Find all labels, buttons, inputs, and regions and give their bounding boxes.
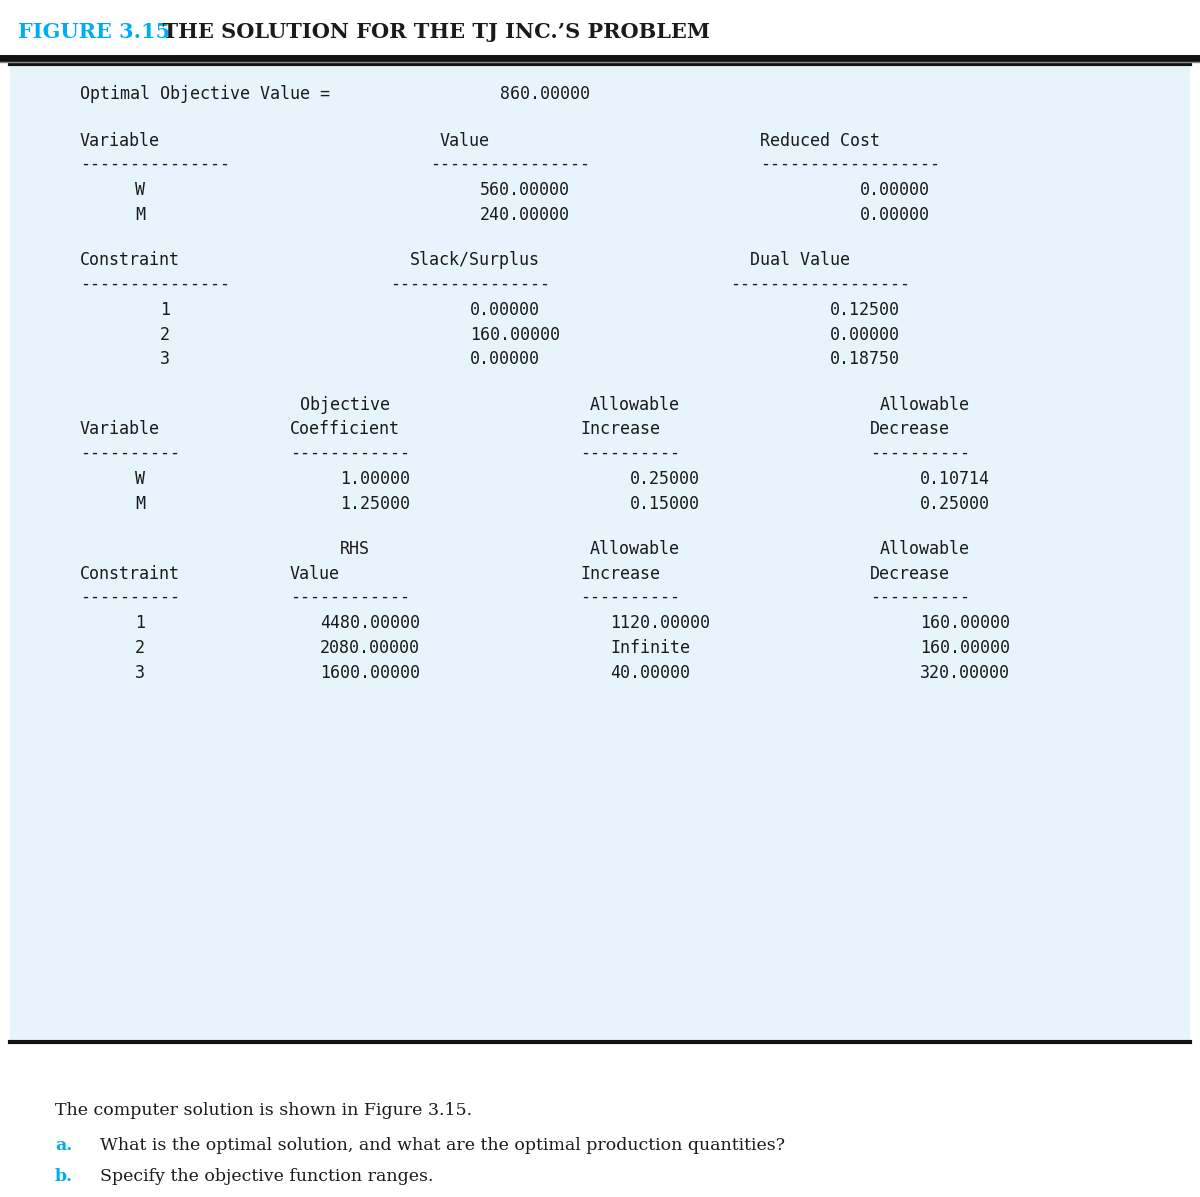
Text: 1: 1 — [160, 300, 170, 318]
Text: 0.10714: 0.10714 — [920, 469, 990, 488]
Text: What is the optimal solution, and what are the optimal production quantities?: What is the optimal solution, and what a… — [100, 1137, 785, 1154]
Text: Decrease: Decrease — [870, 420, 950, 438]
Text: Reduced Cost: Reduced Cost — [760, 132, 880, 150]
Text: 3: 3 — [134, 663, 145, 681]
Text: M: M — [134, 206, 145, 224]
Text: M: M — [134, 494, 145, 512]
Text: W: W — [134, 469, 145, 488]
Text: ------------------: ------------------ — [760, 156, 940, 174]
Text: ------------: ------------ — [290, 588, 410, 606]
Text: ----------: ---------- — [80, 588, 180, 606]
Text: 1120.00000: 1120.00000 — [610, 614, 710, 632]
Text: Infinite: Infinite — [610, 639, 690, 657]
Text: 2: 2 — [134, 639, 145, 657]
Text: 2: 2 — [160, 326, 170, 344]
Text: 320.00000: 320.00000 — [920, 663, 1010, 681]
Text: Constraint: Constraint — [80, 251, 180, 269]
Text: 0.18750: 0.18750 — [830, 351, 900, 369]
Text: a.: a. — [55, 1137, 72, 1154]
Text: Objective: Objective — [300, 396, 390, 414]
Text: 860.00000: 860.00000 — [500, 85, 590, 103]
Text: 2080.00000: 2080.00000 — [320, 639, 420, 657]
Text: 560.00000: 560.00000 — [480, 181, 570, 199]
Text: 0.00000: 0.00000 — [860, 181, 930, 199]
Text: 0.25000: 0.25000 — [630, 469, 700, 488]
Text: ------------: ------------ — [290, 444, 410, 462]
Text: Constraint: Constraint — [80, 565, 180, 583]
Text: 3: 3 — [160, 351, 170, 369]
Text: 0.15000: 0.15000 — [630, 494, 700, 512]
Text: 160.00000: 160.00000 — [920, 639, 1010, 657]
Text: ------------------: ------------------ — [730, 275, 910, 293]
Text: 4480.00000: 4480.00000 — [320, 614, 420, 632]
Text: Coefficient: Coefficient — [290, 420, 400, 438]
Text: Value: Value — [440, 132, 490, 150]
Text: W: W — [134, 181, 145, 199]
Text: b.: b. — [55, 1168, 73, 1185]
Text: 0.25000: 0.25000 — [920, 494, 990, 512]
Text: 240.00000: 240.00000 — [480, 206, 570, 224]
Text: 1: 1 — [134, 614, 145, 632]
Text: Allowable: Allowable — [880, 396, 970, 414]
Text: Decrease: Decrease — [870, 565, 950, 583]
Text: ----------: ---------- — [870, 444, 970, 462]
Text: ----------: ---------- — [870, 588, 970, 606]
Text: Specify the objective function ranges.: Specify the objective function ranges. — [100, 1168, 433, 1185]
Bar — [10, 63, 1190, 1043]
Text: RHS: RHS — [340, 540, 370, 558]
Text: ----------------: ---------------- — [390, 275, 550, 293]
Text: Allowable: Allowable — [880, 540, 970, 558]
Text: 160.00000: 160.00000 — [920, 614, 1010, 632]
Text: 40.00000: 40.00000 — [610, 663, 690, 681]
Text: ---------------: --------------- — [80, 275, 230, 293]
Text: Increase: Increase — [580, 420, 660, 438]
Text: Variable: Variable — [80, 420, 160, 438]
Text: 1.00000: 1.00000 — [340, 469, 410, 488]
Text: THE SOLUTION FOR THE TJ INC.’S PROBLEM: THE SOLUTION FOR THE TJ INC.’S PROBLEM — [148, 22, 710, 42]
Text: ----------------: ---------------- — [430, 156, 590, 174]
Text: 0.00000: 0.00000 — [470, 351, 540, 369]
Text: Allowable: Allowable — [590, 396, 680, 414]
Text: 160.00000: 160.00000 — [470, 326, 560, 344]
Text: 0.00000: 0.00000 — [470, 300, 540, 318]
Text: The computer solution is shown in Figure 3.15.: The computer solution is shown in Figure… — [55, 1102, 472, 1119]
Text: ---------------: --------------- — [80, 156, 230, 174]
Text: FIGURE 3.15: FIGURE 3.15 — [18, 22, 170, 42]
Text: 1600.00000: 1600.00000 — [320, 663, 420, 681]
Text: Variable: Variable — [80, 132, 160, 150]
Text: 1.25000: 1.25000 — [340, 494, 410, 512]
Text: Slack/Surplus: Slack/Surplus — [410, 251, 540, 269]
Text: Allowable: Allowable — [590, 540, 680, 558]
Text: ----------: ---------- — [580, 444, 680, 462]
Text: Value: Value — [290, 565, 340, 583]
Text: 0.00000: 0.00000 — [830, 326, 900, 344]
Text: 0.12500: 0.12500 — [830, 300, 900, 318]
Text: ----------: ---------- — [580, 588, 680, 606]
Text: Optimal Objective Value =: Optimal Objective Value = — [80, 85, 330, 103]
Text: 0.00000: 0.00000 — [860, 206, 930, 224]
Text: ----------: ---------- — [80, 444, 180, 462]
Text: Increase: Increase — [580, 565, 660, 583]
Text: Dual Value: Dual Value — [750, 251, 850, 269]
